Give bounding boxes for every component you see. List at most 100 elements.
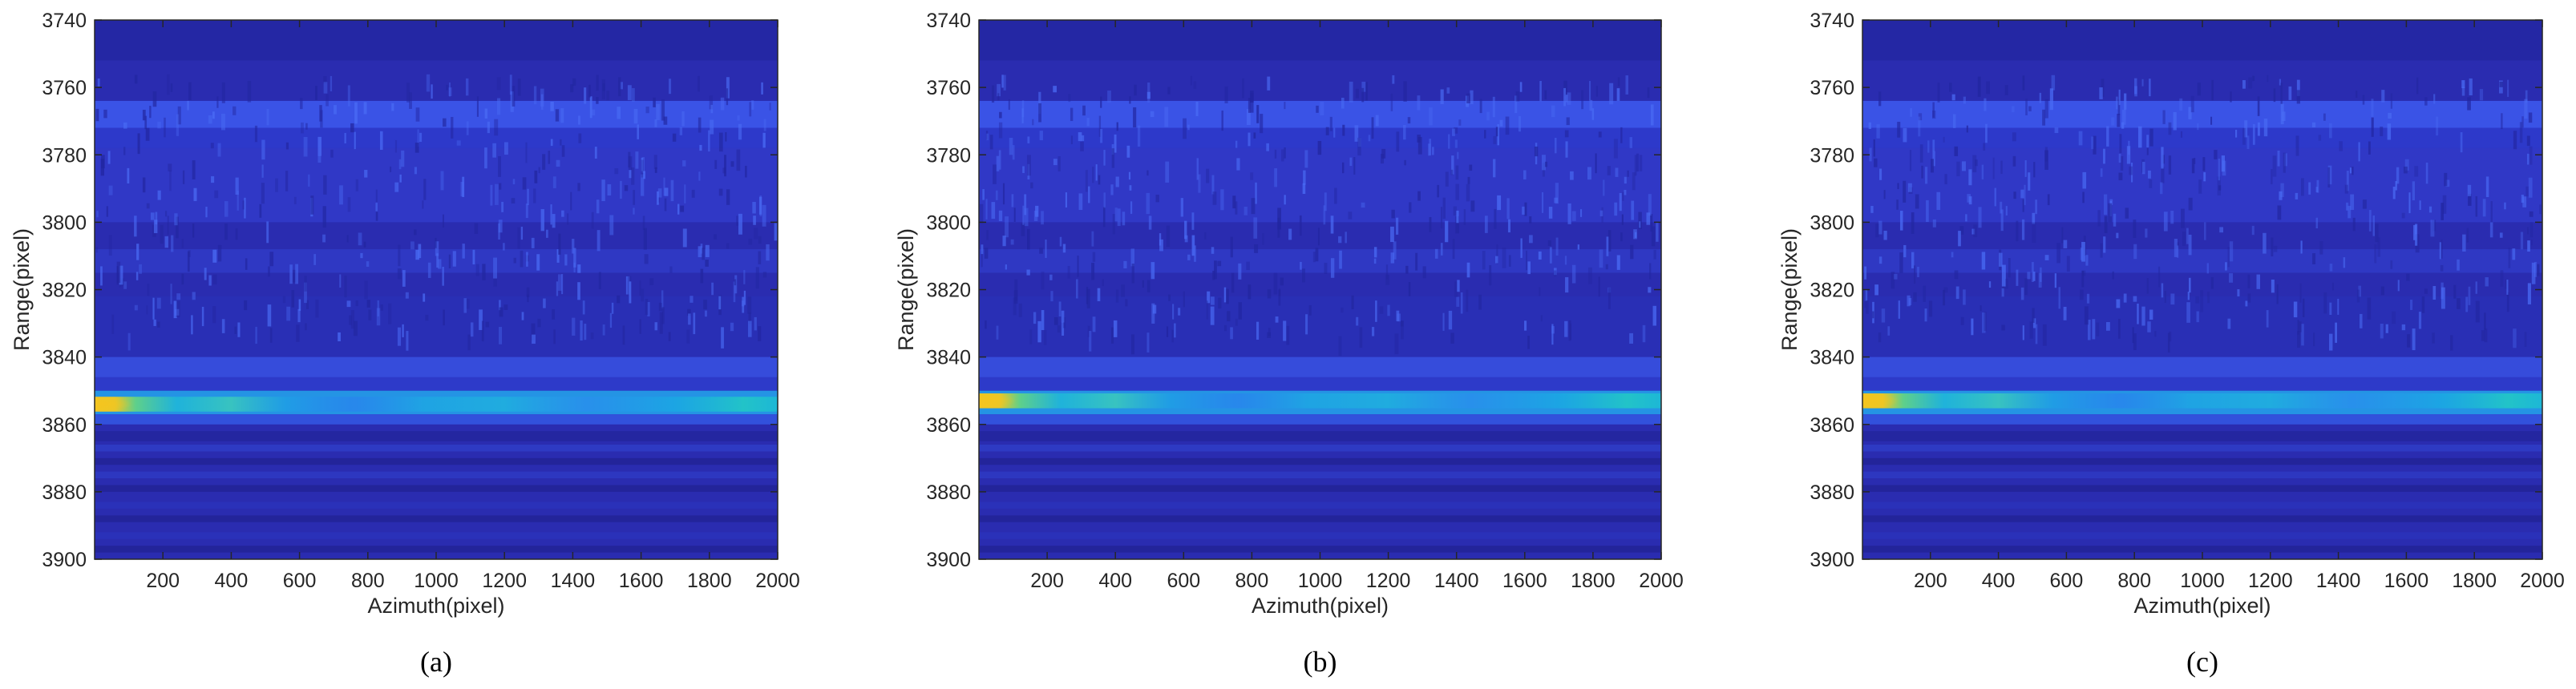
range-band [1862, 296, 2542, 357]
range-band [95, 414, 778, 425]
y-tick-label: 3880 [926, 481, 971, 504]
y-tick-label: 3800 [926, 212, 971, 234]
x-tick-label: 1400 [2316, 570, 2361, 592]
range-band [979, 485, 1661, 492]
heatmap-area [95, 20, 778, 559]
x-axis-label: Azimuth(pixel) [2133, 594, 2271, 618]
range-band [1862, 127, 2542, 148]
range-band [95, 532, 778, 539]
y-tick-label: 3780 [42, 144, 87, 167]
x-tick-label: 1000 [414, 570, 459, 592]
x-tick-label: 600 [283, 570, 317, 592]
y-tick-label: 3900 [926, 549, 971, 571]
panel-caption: (a) [420, 646, 452, 678]
x-tick-label: 400 [1098, 570, 1132, 592]
range-band [1862, 357, 2542, 377]
range-band [95, 471, 778, 479]
panel-3: 3740 3760 3780 3800 3820 3840 3860 3880 3900 200 4… [1777, 10, 2565, 678]
x-tick-label: 1600 [1502, 570, 1547, 592]
range-band [979, 414, 1661, 425]
x-tick-label: 1000 [1298, 570, 1343, 592]
y-tick-label: 3760 [926, 77, 971, 99]
panel-2: 3740 3760 3780 3800 3820 3840 3860 3880 3900 200 4… [894, 10, 1684, 678]
y-tick-label: 3740 [1810, 10, 1854, 32]
range-band [95, 444, 778, 452]
y-tick-label: 3820 [926, 280, 971, 302]
range-band [979, 502, 1661, 509]
range-band [979, 296, 1661, 357]
range-band [95, 546, 778, 553]
range-band [1862, 546, 2542, 553]
x-tick-label: 2000 [1639, 570, 1684, 592]
y-axis-label: Range(pixel) [894, 228, 918, 351]
range-band [95, 296, 778, 357]
range-band [979, 471, 1661, 479]
y-tick-label: 3820 [42, 280, 87, 302]
x-tick-label: 200 [1914, 570, 1947, 592]
x-axis-label: Azimuth(pixel) [367, 594, 504, 618]
range-band [979, 147, 1661, 223]
y-tick-label: 3900 [42, 549, 87, 571]
range-band [1862, 515, 2542, 522]
target-line [95, 397, 778, 412]
range-band [1862, 431, 2542, 441]
range-band [95, 431, 778, 441]
x-tick-label: 1200 [1366, 570, 1411, 592]
y-tick-label: 3840 [42, 347, 87, 369]
x-tick-label: 1800 [1571, 570, 1616, 592]
y-tick-label: 3860 [926, 414, 971, 437]
y-tick-label: 3860 [1810, 414, 1854, 437]
range-band [979, 377, 1661, 391]
range-band [1862, 249, 2542, 273]
x-tick-label: 1800 [687, 570, 732, 592]
y-tick-label: 3740 [926, 10, 971, 32]
y-tick-label: 3760 [42, 77, 87, 99]
x-tick-label: 200 [146, 570, 180, 592]
heatmap-area [1862, 20, 2542, 559]
y-tick-label: 3840 [926, 347, 971, 369]
y-tick-label: 3800 [1810, 212, 1854, 234]
range-band [979, 546, 1661, 553]
x-tick-label: 1200 [482, 570, 527, 592]
range-band [979, 431, 1661, 441]
y-tick-label: 3780 [1810, 144, 1854, 167]
y-tick-label: 3780 [926, 144, 971, 167]
range-band [1862, 532, 2542, 539]
range-band [95, 485, 778, 492]
range-band [1862, 377, 2542, 391]
x-tick-label: 600 [1167, 570, 1200, 592]
y-tick-label: 3820 [1810, 280, 1854, 302]
x-tick-label: 200 [1030, 570, 1064, 592]
y-tick-label: 3900 [1810, 549, 1854, 571]
range-band [95, 127, 778, 148]
x-tick-label: 800 [2117, 570, 2151, 592]
range-band [979, 532, 1661, 539]
y-tick-label: 3880 [1810, 481, 1854, 504]
x-tick-label: 600 [2050, 570, 2084, 592]
x-tick-label: 800 [351, 570, 385, 592]
x-tick-label: 1400 [1434, 570, 1479, 592]
x-tick-label: 1600 [619, 570, 664, 592]
peak-hotspot [1862, 393, 1900, 409]
range-band [1862, 485, 2542, 492]
range-band [95, 147, 778, 223]
range-band [979, 444, 1661, 452]
range-band [1862, 444, 2542, 452]
range-band [95, 377, 778, 391]
range-band [1862, 471, 2542, 479]
target-line [979, 393, 1661, 409]
range-band [1862, 147, 2542, 223]
range-band [1862, 100, 2542, 128]
range-band [979, 357, 1661, 377]
x-tick-label: 1600 [2384, 570, 2429, 592]
y-tick-label: 3740 [42, 10, 87, 32]
y-tick-label: 3880 [42, 481, 87, 504]
x-tick-label: 2000 [2520, 570, 2565, 592]
range-band [95, 457, 778, 465]
panel-caption: (c) [2186, 646, 2218, 678]
range-band [95, 515, 778, 522]
x-tick-label: 400 [215, 570, 249, 592]
range-band [979, 515, 1661, 522]
x-tick-label: 400 [1982, 570, 2016, 592]
